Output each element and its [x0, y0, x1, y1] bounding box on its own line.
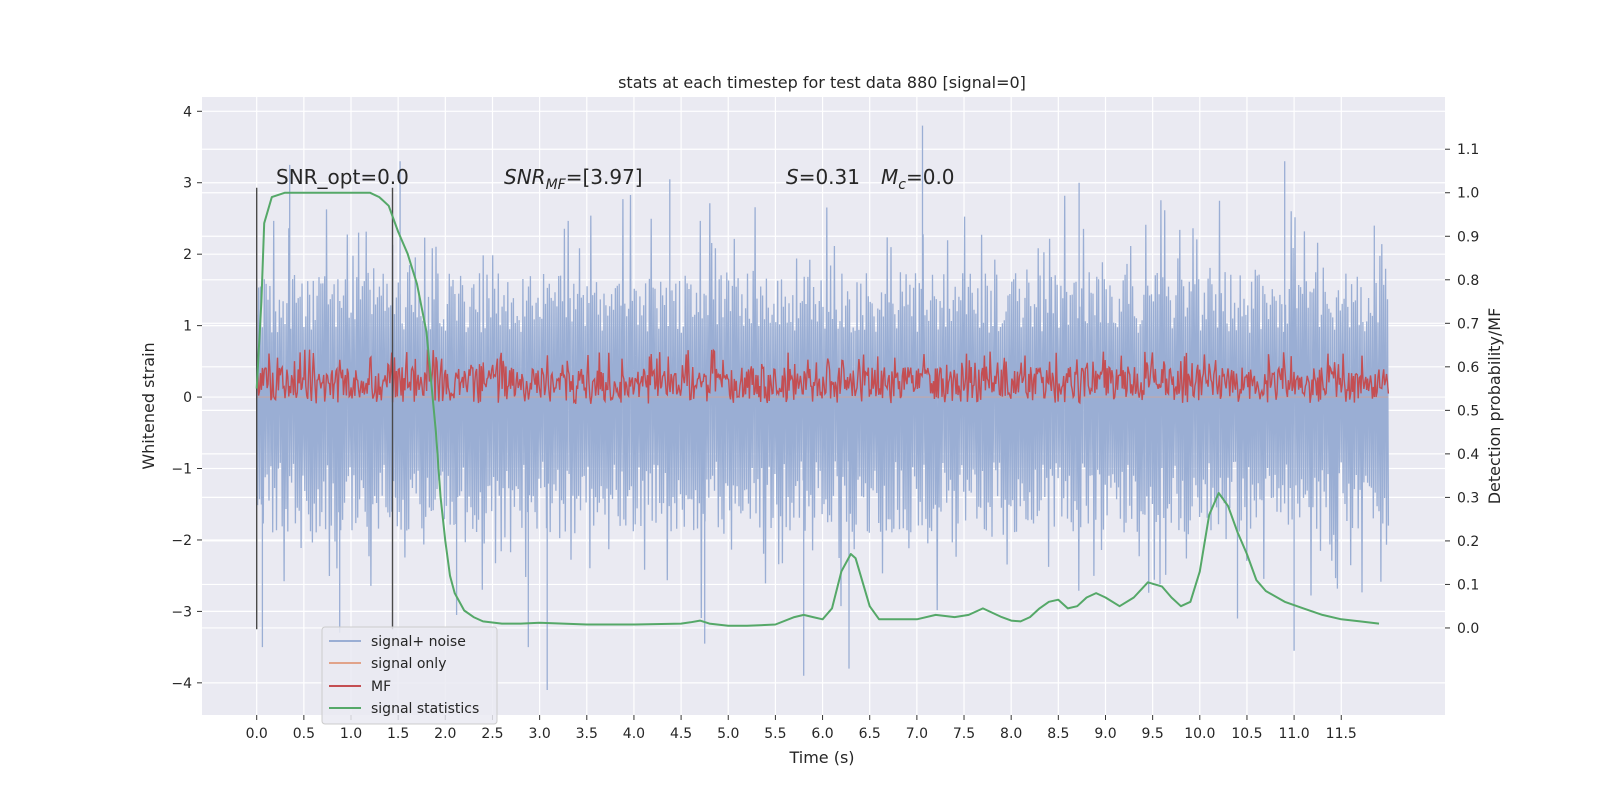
x-tick-label: 6.0 [811, 726, 833, 742]
y-axis-ticks: 4 3 2 1 0 −1 −2 −3 −4 [171, 104, 202, 692]
x-tick-label: 1.0 [340, 726, 362, 742]
y2-tick-label: 0.5 [1457, 403, 1479, 419]
y2-axis-ticks: 1.1 1.0 0.9 0.8 0.7 0.6 0.5 0.4 0.3 0.2 0.1 0.0 [1445, 142, 1479, 637]
x-axis-ticks: 0.0 0.5 1.0 1.5 2.0 2.5 3.0 3.5 4.0 4.5 5.0 5.5 6.0 6… [246, 715, 1357, 742]
legend-box [321, 626, 498, 725]
y2-tick-label: 1.0 [1457, 186, 1479, 202]
series-mf [256, 348, 1390, 405]
mc-sub: c [898, 177, 906, 193]
annotation-snr-opt: SNR_opt=0.0 [276, 165, 409, 189]
x-tick-label: 0.5 [293, 726, 315, 742]
x-tick-label: 8.5 [1047, 726, 1069, 742]
x-tick-label: 3.0 [528, 726, 550, 742]
x-tick-label: 9.5 [1142, 726, 1164, 742]
y-tick-label: −1 [171, 462, 192, 478]
s-name: S [786, 165, 799, 189]
snr-mf-value: =[3.97] [566, 165, 643, 189]
series-signal-noise [256, 125, 1390, 690]
x-tick-label: 9.0 [1094, 726, 1116, 742]
y-tick-label: −4 [171, 676, 192, 692]
mc-name: M [881, 165, 898, 189]
signal-noise-line [256, 125, 1390, 690]
x-tick-label: 3.5 [576, 726, 598, 742]
y-tick-label: 0 [183, 390, 192, 406]
snr-mf-name: SNR [504, 165, 546, 189]
legend-label-mf: MF [371, 679, 391, 695]
legend-label-signal-noise: signal+ noise [371, 634, 466, 650]
x-tick-label: 1.5 [387, 726, 409, 742]
y2-tick-label: 0.1 [1457, 577, 1479, 593]
y2-tick-label: 0.2 [1457, 534, 1479, 550]
y-tick-label: 2 [183, 247, 192, 263]
x-axis-label: Time (s) [788, 748, 854, 767]
snr-mf-sub: MF [546, 177, 567, 193]
x-tick-label: 6.5 [859, 726, 881, 742]
y-tick-label: 3 [183, 176, 192, 192]
y-tick-label: −3 [171, 604, 192, 620]
x-tick-label: 7.5 [953, 726, 975, 742]
signal-statistics-line [255, 191, 1380, 627]
y-tick-label: 4 [183, 104, 192, 120]
x-tick-label: 4.0 [623, 726, 645, 742]
mc-value: =0.0 [906, 165, 955, 189]
x-tick-label: 2.5 [481, 726, 503, 742]
y2-tick-label: 0.4 [1457, 447, 1479, 463]
x-tick-label: 4.5 [670, 726, 692, 742]
s-value: =0.31 [799, 165, 860, 189]
y2-tick-label: 0.8 [1457, 273, 1479, 289]
x-tick-label: 10.0 [1184, 726, 1215, 742]
y2-tick-label: 0.6 [1457, 360, 1479, 376]
y-axis-label: Whitened strain [139, 342, 158, 469]
chart-title: stats at each timestep for test data 880… [618, 73, 1026, 92]
y-tick-label: −2 [171, 533, 192, 549]
x-tick-label: 10.5 [1231, 726, 1262, 742]
annotation-snr-mf: SNRMF=[3.97] [504, 165, 643, 193]
x-tick-label: 8.0 [1000, 726, 1022, 742]
legend-label-signal-only: signal only [371, 656, 446, 672]
y2-axis-label: Detection probability/MF [1485, 308, 1504, 505]
y2-tick-label: 0.3 [1457, 490, 1479, 506]
window-lines [255, 187, 394, 630]
legend: signal+ noise signal only MF signal stat… [321, 626, 498, 725]
y2-tick-label: 1.1 [1457, 142, 1479, 158]
x-tick-label: 2.0 [434, 726, 456, 742]
annotation-mc: Mc=0.0 [881, 165, 955, 193]
y2-tick-label: 0.9 [1457, 229, 1479, 245]
annotation-s: S=0.31 [786, 165, 860, 189]
x-tick-label: 5.0 [717, 726, 739, 742]
x-tick-label: 11.5 [1326, 726, 1357, 742]
mf-line [256, 348, 1390, 405]
series-signal-statistics [255, 191, 1380, 627]
y2-tick-label: 0.7 [1457, 316, 1479, 332]
x-tick-label: 7.0 [906, 726, 928, 742]
x-tick-label: 11.0 [1279, 726, 1310, 742]
y-tick-label: 1 [183, 319, 192, 335]
x-tick-label: 5.5 [764, 726, 786, 742]
legend-label-signal-statistics: signal statistics [371, 701, 479, 717]
x-tick-label: 0.0 [246, 726, 268, 742]
y2-tick-label: 0.0 [1457, 621, 1479, 637]
